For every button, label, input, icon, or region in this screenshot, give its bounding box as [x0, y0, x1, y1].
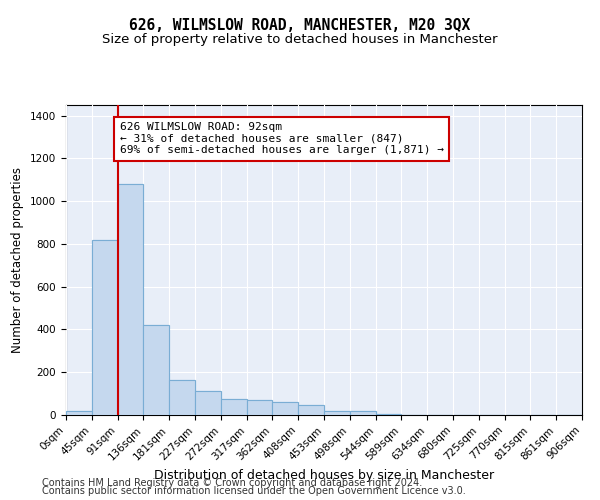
Text: 626 WILMSLOW ROAD: 92sqm
← 31% of detached houses are smaller (847)
69% of semi-: 626 WILMSLOW ROAD: 92sqm ← 31% of detach… [119, 122, 443, 156]
Bar [118, 184, 143, 415]
Bar [324, 410, 350, 415]
Text: Contains public sector information licensed under the Open Government Licence v3: Contains public sector information licen… [42, 486, 466, 496]
X-axis label: Distribution of detached houses by size in Manchester: Distribution of detached houses by size … [154, 468, 494, 481]
Bar [376, 414, 401, 415]
Bar [92, 240, 118, 415]
Text: 626, WILMSLOW ROAD, MANCHESTER, M20 3QX: 626, WILMSLOW ROAD, MANCHESTER, M20 3QX [130, 18, 470, 32]
Y-axis label: Number of detached properties: Number of detached properties [11, 167, 25, 353]
Bar [247, 400, 272, 415]
Text: Size of property relative to detached houses in Manchester: Size of property relative to detached ho… [102, 32, 498, 46]
Bar [272, 402, 298, 415]
Bar [92, 240, 118, 415]
Text: Contains HM Land Registry data © Crown copyright and database right 2024.: Contains HM Land Registry data © Crown c… [42, 478, 422, 488]
Bar [272, 402, 298, 415]
Bar [66, 410, 92, 415]
Bar [169, 380, 195, 415]
Bar [350, 410, 376, 415]
Bar [324, 410, 350, 415]
Bar [298, 406, 324, 415]
Bar [169, 380, 195, 415]
Bar [66, 410, 92, 415]
Bar [221, 399, 247, 415]
Bar [195, 392, 221, 415]
Bar [247, 400, 272, 415]
Bar [143, 325, 169, 415]
Bar [376, 414, 401, 415]
Bar [143, 325, 169, 415]
Bar [298, 406, 324, 415]
Bar [350, 410, 376, 415]
Bar [195, 392, 221, 415]
Bar [118, 184, 143, 415]
Bar [221, 399, 247, 415]
